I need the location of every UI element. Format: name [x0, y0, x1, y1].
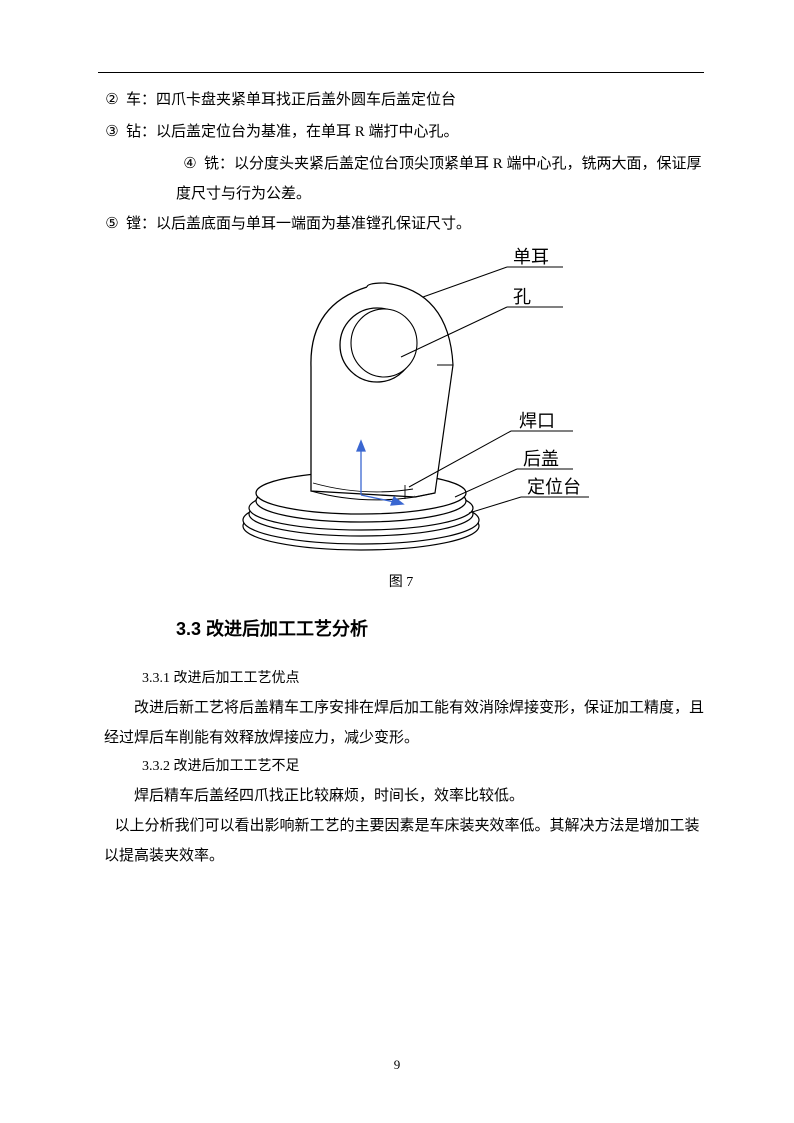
step-text: 镗：以后盖底面与单耳一端面为基准镗孔保证尺寸。	[126, 209, 704, 239]
step-item: ② 车：四爪卡盘夹紧单耳找正后盖外圆车后盖定位台	[98, 85, 704, 115]
step-item: ④铣：以分度头夹紧后盖定位台顶尖顶紧单耳 R 端中心孔，铣两大面，保证厚度尺寸与…	[176, 149, 704, 209]
label-table: 定位台	[527, 477, 581, 497]
header-rule	[98, 72, 704, 73]
step-marker: ②	[98, 85, 126, 115]
page-number: 9	[0, 1057, 794, 1073]
step-text: 钻：以后盖定位台为基准，在单耳 R 端打中心孔。	[126, 117, 704, 147]
step-item: ③ 钻：以后盖定位台为基准，在单耳 R 端打中心孔。	[98, 117, 704, 147]
label-weld: 焊口	[519, 411, 555, 431]
step-item: ⑤ 镗：以后盖底面与单耳一端面为基准镗孔保证尺寸。	[98, 209, 704, 239]
step-marker: ③	[98, 117, 126, 147]
body-paragraph: 焊后精车后盖经四爪找正比较麻烦，时间长，效率比较低。	[104, 781, 704, 811]
step-text: 车：四爪卡盘夹紧单耳找正后盖外圆车后盖定位台	[126, 85, 704, 115]
label-hole: 孔	[513, 287, 531, 307]
body-paragraph: 改进后新工艺将后盖精车工序安排在焊后加工能有效消除焊接变形，保证加工精度，且经过…	[104, 693, 704, 753]
part-drawing: 单耳 孔 焊口 后盖 定位台	[191, 247, 611, 565]
subsection-heading: 3.3.2 改进后加工工艺不足	[142, 753, 704, 781]
figure-7: 单耳 孔 焊口 后盖 定位台	[191, 247, 611, 565]
step-marker: ⑤	[98, 209, 126, 239]
figure-caption: 图 7	[98, 571, 704, 591]
label-cover: 后盖	[523, 449, 559, 469]
label-ear: 单耳	[513, 247, 549, 267]
step-marker: ④	[176, 149, 204, 179]
subsection-heading: 3.3.1 改进后加工工艺优点	[142, 665, 704, 693]
section-heading: 3.3 改进后加工工艺分析	[176, 615, 704, 641]
body-paragraph: 以上分析我们可以看出影响新工艺的主要因素是车床装夹效率低。其解决方法是增加工装以…	[104, 811, 704, 871]
page-content: ② 车：四爪卡盘夹紧单耳找正后盖外圆车后盖定位台 ③ 钻：以后盖定位台为基准，在…	[98, 85, 704, 871]
step-text: 铣：以分度头夹紧后盖定位台顶尖顶紧单耳 R 端中心孔，铣两大面，保证厚度尺寸与行…	[176, 156, 702, 202]
figure-labels: 单耳 孔 焊口 后盖 定位台	[513, 247, 581, 497]
